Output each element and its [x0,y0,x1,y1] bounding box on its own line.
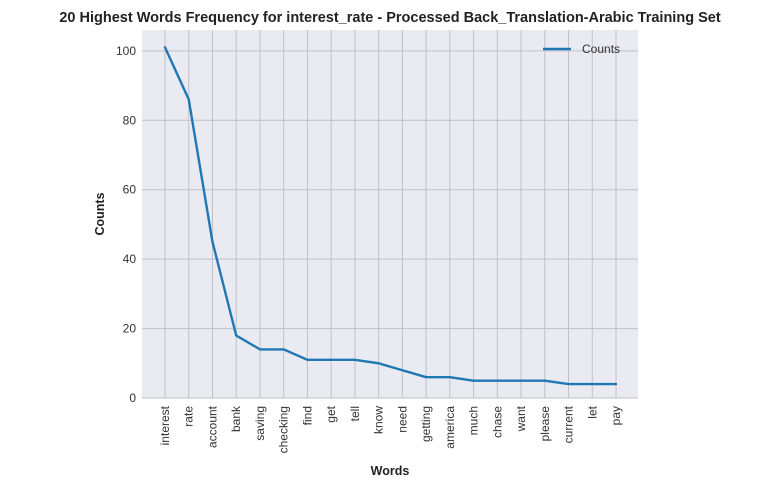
x-tick-label: much [467,406,481,435]
y-tick-label: 80 [123,113,137,127]
x-axis-label: Words [371,464,410,478]
x-tick-label: know [372,406,386,434]
x-tick-label: america [443,406,457,449]
x-tick-label: need [395,406,409,433]
y-tick-label: 20 [123,322,137,336]
axes: interest rate account bank saving checking fin… [116,44,623,454]
chart-title: 20 Highest Words Frequency for interest_… [59,10,720,26]
x-tick-label: chase [490,406,504,438]
plot-area [142,30,638,398]
y-tick-label: 40 [123,252,137,266]
x-tick-label: pay [609,406,623,425]
x-tick-label: get [324,405,338,422]
x-tick-label: tell [348,406,362,421]
y-axis-label: Counts [93,192,107,235]
x-tick-label: saving [253,406,267,441]
x-tick-label: find [300,406,314,425]
legend-label-counts: Counts [582,42,620,56]
y-tick-label: 60 [123,183,137,197]
y-tick-label: 100 [116,44,136,58]
grid-lines [142,30,638,399]
y-tick-label: 0 [129,391,136,405]
legend: Counts [543,42,620,56]
x-tick-label: rate [182,406,196,427]
x-tick-label: interest [158,405,172,445]
series-layer [163,46,618,386]
x-tick-label: getting [419,406,433,442]
series-line-counts [163,46,618,386]
x-tick-label: want [514,405,528,432]
x-tick-label: bank [229,405,243,432]
x-tick-label: current [562,405,576,443]
x-tick-label: let [585,405,599,418]
x-tick-label: please [538,406,552,442]
x-tick-label: checking [277,406,291,453]
x-tick-label: account [205,405,219,448]
